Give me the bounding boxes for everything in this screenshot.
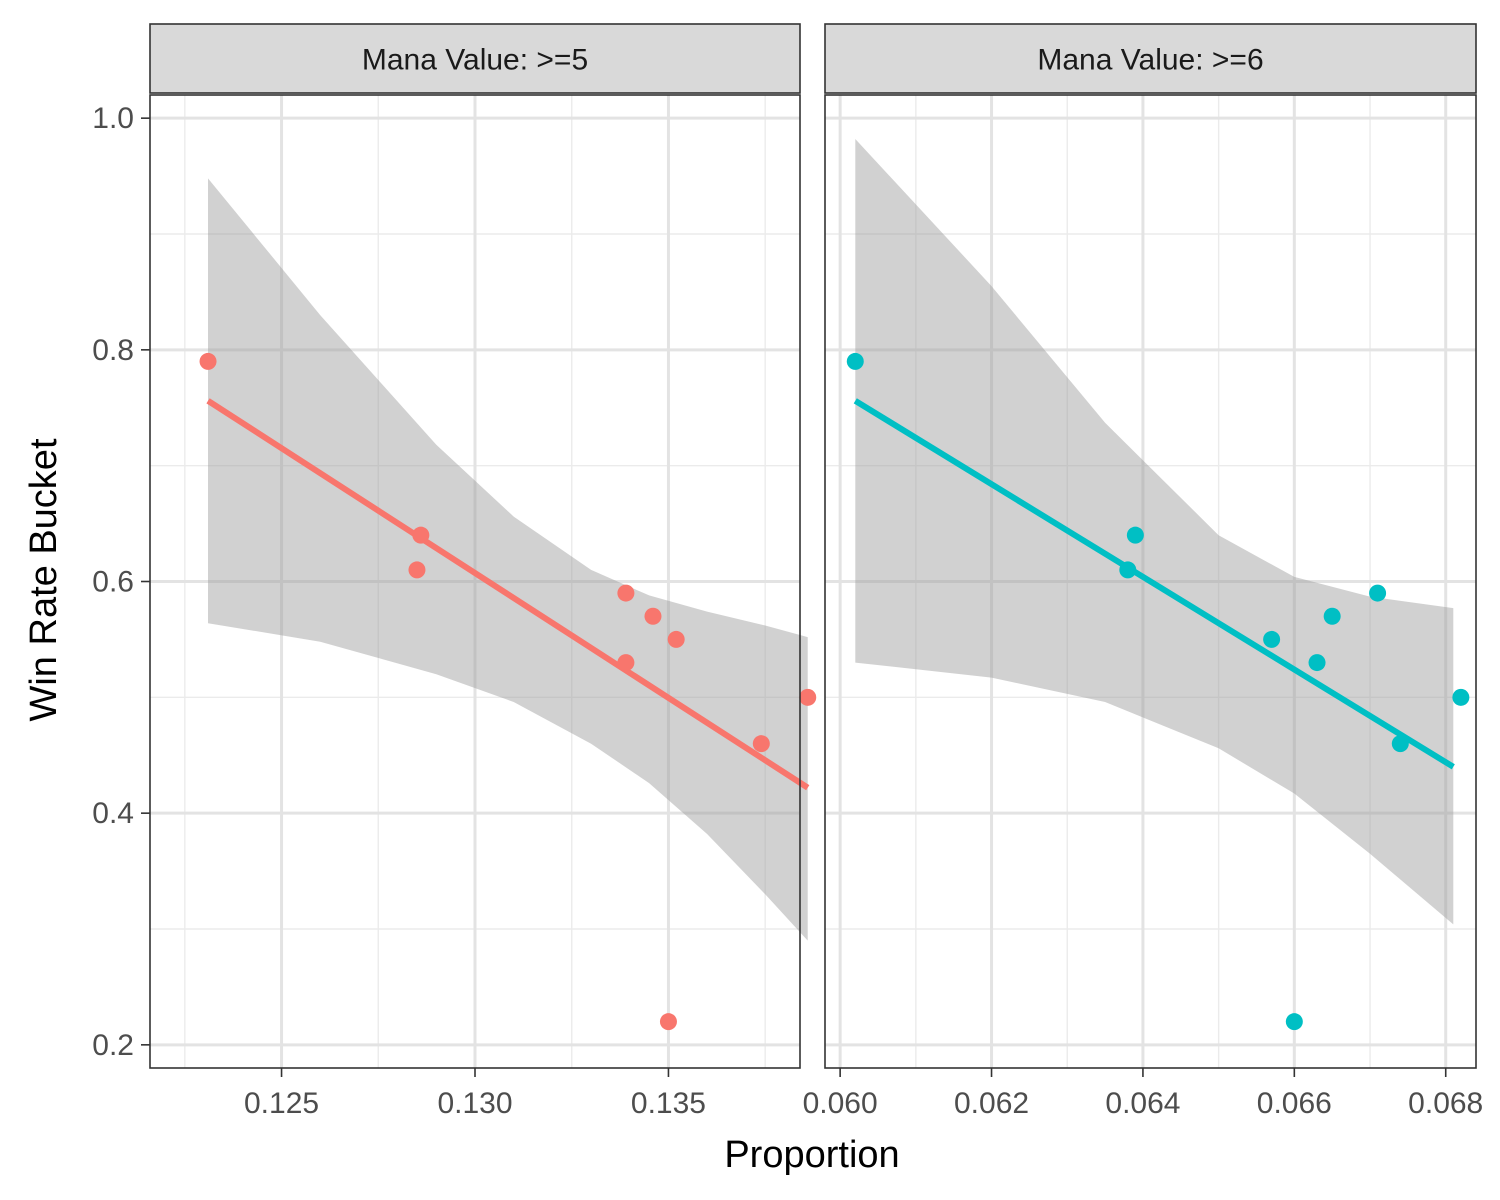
data-point [1263,630,1281,648]
x-tick-label: 0.135 [631,1087,706,1120]
y-axis: 0.2 0.4 0.6 0.8 1.0 [92,102,150,1062]
data-point [617,654,635,672]
data-point [644,607,662,625]
y-tick-label: 1.0 [92,102,134,135]
confidence-band [208,178,808,941]
data-point [1369,584,1387,602]
strip-background [149,23,801,94]
y-tick-label: 0.6 [92,566,134,599]
panel-1: Mana Value: >=5 0.125 0.130 0.135 [149,23,817,1120]
data-point [667,630,685,648]
y-axis-title: Win Rate Bucket [23,438,65,721]
data-point [1323,607,1341,625]
data-point [1285,1013,1303,1031]
data-point [1119,561,1137,579]
panel-2: Mana Value: >=6 0.060 0.062 0.064 0.066 0.068 [803,23,1483,1120]
x-tick-label: 0.060 [803,1087,878,1120]
data-point [408,561,426,579]
y-tick-label: 0.8 [92,334,134,367]
strip-label: Mana Value: >=5 [362,44,588,77]
regression-line [853,398,1455,770]
data-point [659,1013,677,1031]
panel-border [824,94,1477,1069]
data-point [1308,654,1326,672]
x-tick-label: 0.125 [244,1087,319,1120]
y-tick-label: 0.4 [92,797,134,830]
strip-background [824,23,1477,94]
data-point [1391,735,1409,753]
data-point [617,584,635,602]
x-axis-title: Proportion [724,1134,899,1176]
data-point [846,352,864,370]
strip-label: Mana Value: >=6 [1037,44,1263,77]
x-tick-label: 0.064 [1105,1087,1180,1120]
data-point [1126,526,1144,544]
data-point [412,526,430,544]
data-point [799,688,817,706]
x-tick-label: 0.066 [1257,1087,1332,1120]
data-point [1452,688,1470,706]
confidence-band [855,139,1454,925]
regression-line [206,398,810,791]
data-point [199,352,217,370]
x-tick-label: 0.068 [1408,1087,1483,1120]
data-point [752,735,770,753]
x-tick-label: 0.062 [954,1087,1029,1120]
y-tick-label: 0.2 [92,1029,134,1062]
x-tick-label: 0.130 [437,1087,512,1120]
